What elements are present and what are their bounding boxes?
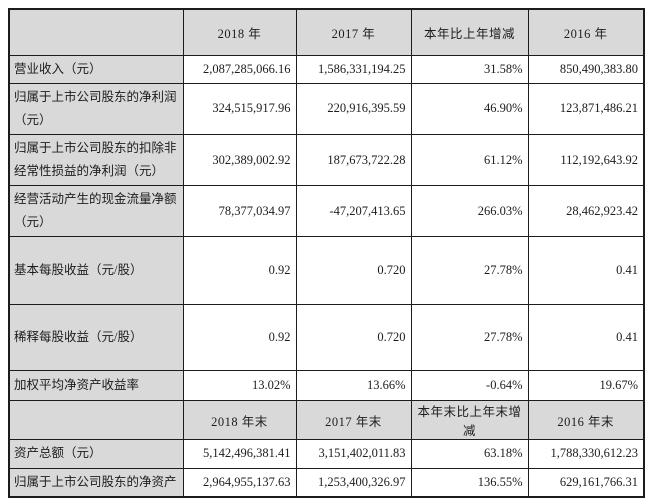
value-2017: 0.720	[295, 304, 412, 372]
header-2018-year-end: 2018 年末	[182, 400, 297, 441]
header-year-end-change: 本年末比上年末增减	[410, 400, 529, 441]
value-2016: 123,871,486.21	[527, 82, 645, 135]
corner-cell-year-end	[8, 400, 184, 441]
row-net-profit-excl-nonrecurring: 归属于上市公司股东的扣除非经常性损益的净利润（元） 302,389,002.92…	[8, 133, 645, 187]
value-2017: 1,586,331,194.25	[295, 54, 412, 84]
value-change: 27.78%	[410, 236, 529, 306]
header-2018: 2018 年	[182, 8, 297, 56]
value-2018: 0.92	[182, 304, 297, 372]
row-label: 加权平均净资产收益率	[8, 370, 184, 402]
value-2016: 0.41	[527, 304, 645, 372]
value-2017: -47,207,413.65	[295, 185, 412, 238]
row-label: 归属于上市公司股东的扣除非经常性损益的净利润（元）	[8, 133, 184, 187]
row-label: 基本每股收益（元/股）	[8, 236, 184, 306]
value-change: 61.12%	[410, 133, 529, 187]
row-label: 营业收入（元）	[8, 54, 184, 84]
row-label: 归属于上市公司股东的净利润（元）	[8, 82, 184, 135]
value-2017: 220,916,395.59	[295, 82, 412, 135]
value-2018: 2,087,285,066.16	[182, 54, 297, 84]
value-2018: 0.92	[182, 236, 297, 306]
value-change: 266.03%	[410, 185, 529, 238]
value-2016: 28,462,923.42	[527, 185, 645, 238]
value-2018: 5,142,496,381.41	[182, 439, 297, 469]
value-change: 63.18%	[410, 439, 529, 469]
header-2017: 2017 年	[295, 8, 412, 56]
row-diluted-eps: 稀释每股收益（元/股） 0.92 0.720 27.78% 0.41	[8, 304, 645, 372]
value-2017: 187,673,722.28	[295, 133, 412, 187]
annual-header-row: 2018 年 2017 年 本年比上年增减 2016 年	[8, 8, 645, 56]
value-2016: 112,192,643.92	[527, 133, 645, 187]
row-net-assets: 归属于上市公司股东的净资产 2,964,955,137.63 1,253,400…	[8, 467, 645, 498]
row-label: 经营活动产生的现金流量净额（元）	[8, 185, 184, 238]
value-2017: 13.66%	[295, 370, 412, 402]
row-operating-revenue: 营业收入（元） 2,087,285,066.16 1,586,331,194.2…	[8, 54, 645, 84]
value-change: 136.55%	[410, 467, 529, 498]
row-label: 稀释每股收益（元/股）	[8, 304, 184, 372]
value-2017: 0.720	[295, 236, 412, 306]
header-yoy-change: 本年比上年增减	[410, 8, 529, 56]
value-2016: 850,490,383.80	[527, 54, 645, 84]
financial-summary-table: 2018 年 2017 年 本年比上年增减 2016 年 营业收入（元） 2,0…	[8, 8, 645, 498]
value-2016: 19.67%	[527, 370, 645, 402]
row-net-profit: 归属于上市公司股东的净利润（元） 324,515,917.96 220,916,…	[8, 82, 645, 135]
header-2017-year-end: 2017 年末	[295, 400, 412, 441]
row-operating-cash-flow: 经营活动产生的现金流量净额（元） 78,377,034.97 -47,207,4…	[8, 185, 645, 238]
value-2018: 2,964,955,137.63	[182, 467, 297, 498]
value-2016: 0.41	[527, 236, 645, 306]
value-change: 27.78%	[410, 304, 529, 372]
value-2018: 324,515,917.96	[182, 82, 297, 135]
value-2016: 1,788,330,612.23	[527, 439, 645, 469]
value-change: 31.58%	[410, 54, 529, 84]
row-label: 归属于上市公司股东的净资产	[8, 467, 184, 498]
row-label: 资产总额（元）	[8, 439, 184, 469]
year-end-header-row: 2018 年末 2017 年末 本年末比上年末增减 2016 年末	[8, 400, 645, 441]
value-change: 46.90%	[410, 82, 529, 135]
value-2017: 3,151,402,011.83	[295, 439, 412, 469]
header-2016-year-end: 2016 年末	[527, 400, 645, 441]
value-2018: 13.02%	[182, 370, 297, 402]
row-basic-eps: 基本每股收益（元/股） 0.92 0.720 27.78% 0.41	[8, 236, 645, 306]
row-total-assets: 资产总额（元） 5,142,496,381.41 3,151,402,011.8…	[8, 439, 645, 469]
value-2016: 629,161,766.31	[527, 467, 645, 498]
value-2018: 302,389,002.92	[182, 133, 297, 187]
row-weighted-average-roe: 加权平均净资产收益率 13.02% 13.66% -0.64% 19.67%	[8, 370, 645, 402]
value-2017: 1,253,400,326.97	[295, 467, 412, 498]
header-2016: 2016 年	[527, 8, 645, 56]
value-change: -0.64%	[410, 370, 529, 402]
value-2018: 78,377,034.97	[182, 185, 297, 238]
corner-cell-annual	[8, 8, 184, 56]
